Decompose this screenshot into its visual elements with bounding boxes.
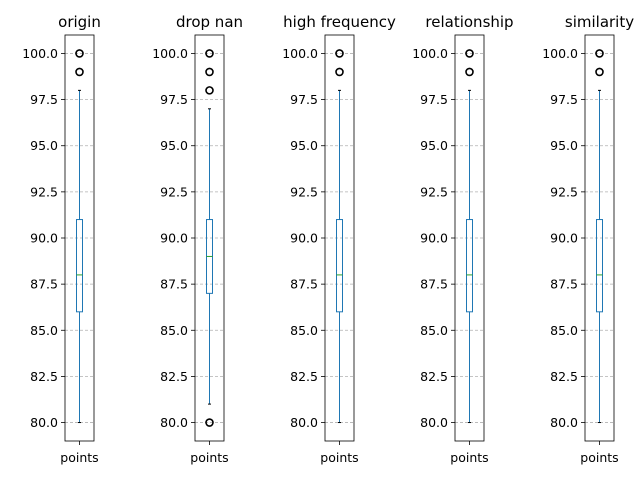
subplot: high frequency 80.0 82.5 85.0 87.5 90.0 92.5 95…	[282, 13, 396, 465]
y-tick-label: 90.0	[30, 231, 58, 246]
y-tick-label: 90.0	[290, 231, 318, 246]
x-tick-label: points	[320, 450, 358, 465]
y-tick-label: 97.5	[290, 92, 318, 107]
y-tick-label: 82.5	[290, 369, 318, 384]
y-tick-label: 80.0	[160, 415, 188, 430]
y-tick-label: 97.5	[550, 92, 578, 107]
y-tick-label: 82.5	[30, 369, 58, 384]
y-tick-label: 92.5	[160, 184, 188, 199]
iqr-box	[466, 219, 473, 313]
y-tick-label: 85.0	[550, 323, 578, 338]
iqr-box	[336, 219, 343, 313]
y-tick-label: 95.0	[420, 138, 448, 153]
outlier-point	[465, 49, 474, 58]
outlier-point	[75, 67, 84, 77]
y-tick-label: 87.5	[420, 277, 448, 292]
outlier-point	[335, 67, 344, 77]
subplot-title: origin	[58, 13, 101, 31]
y-tick-label: 100.0	[412, 46, 448, 61]
subplot-title: relationship	[425, 13, 513, 31]
y-tick-label: 100.0	[22, 46, 58, 61]
y-tick-label: 95.0	[30, 138, 58, 153]
y-tick-label: 85.0	[160, 323, 188, 338]
y-tick-label: 80.0	[290, 415, 318, 430]
subplot: relationship 80.0 82.5 85.0 87.5 90.0 92.5 95.0…	[412, 13, 513, 465]
y-tick-label: 90.0	[160, 231, 188, 246]
outlier-point	[205, 418, 214, 427]
subplot-title: drop nan	[176, 13, 243, 31]
y-tick-label: 82.5	[160, 369, 188, 384]
y-tick-label: 80.0	[30, 415, 58, 430]
y-tick-label: 87.5	[30, 277, 58, 292]
iqr-box	[596, 219, 603, 313]
y-tick-label: 100.0	[542, 46, 578, 61]
y-tick-label: 92.5	[30, 184, 58, 199]
y-tick-label: 90.0	[550, 231, 578, 246]
x-tick-label: points	[60, 450, 98, 465]
y-tick-label: 92.5	[550, 184, 578, 199]
outlier-point	[335, 49, 344, 58]
subplot: origin 80.0 82.5 85.0 87.5 90.0 92.5 95.0 97.5 10…	[22, 13, 101, 465]
outlier-point	[205, 67, 214, 77]
y-tick-label: 80.0	[550, 415, 578, 430]
y-tick-label: 85.0	[30, 323, 58, 338]
x-tick-label: points	[580, 450, 618, 465]
x-tick-label: points	[190, 450, 228, 465]
y-tick-label: 95.0	[550, 138, 578, 153]
y-tick-label: 95.0	[290, 138, 318, 153]
subplot-title: similarity	[565, 13, 634, 31]
y-tick-label: 85.0	[420, 323, 448, 338]
y-tick-label: 100.0	[282, 46, 318, 61]
outlier-point	[205, 49, 214, 58]
outlier-point	[465, 67, 474, 77]
y-tick-label: 92.5	[290, 184, 318, 199]
subplot: drop nan 80.0 82.5 85.0 87.5 90.0 92.5 95.0 97.5…	[152, 13, 243, 465]
outlier-point	[595, 67, 604, 77]
y-tick-label: 97.5	[420, 92, 448, 107]
y-tick-label: 87.5	[160, 277, 188, 292]
y-tick-label: 85.0	[290, 323, 318, 338]
y-tick-label: 87.5	[290, 277, 318, 292]
y-tick-label: 80.0	[420, 415, 448, 430]
y-tick-label: 97.5	[160, 92, 188, 107]
outlier-point	[205, 86, 214, 95]
y-tick-label: 97.5	[30, 92, 58, 107]
subplot: similarity 80.0 82.5 85.0 87.5 90.0 92.5 95.0 97…	[542, 13, 634, 465]
y-tick-label: 92.5	[420, 184, 448, 199]
x-tick-label: points	[450, 450, 488, 465]
y-tick-label: 100.0	[152, 46, 188, 61]
y-tick-label: 87.5	[550, 277, 578, 292]
y-tick-label: 82.5	[420, 369, 448, 384]
y-tick-label: 82.5	[550, 369, 578, 384]
iqr-box	[76, 219, 83, 313]
y-tick-label: 95.0	[160, 138, 188, 153]
subplot-title: high frequency	[283, 13, 396, 31]
outlier-point	[75, 49, 84, 58]
outlier-point	[595, 49, 604, 58]
y-tick-label: 90.0	[420, 231, 448, 246]
